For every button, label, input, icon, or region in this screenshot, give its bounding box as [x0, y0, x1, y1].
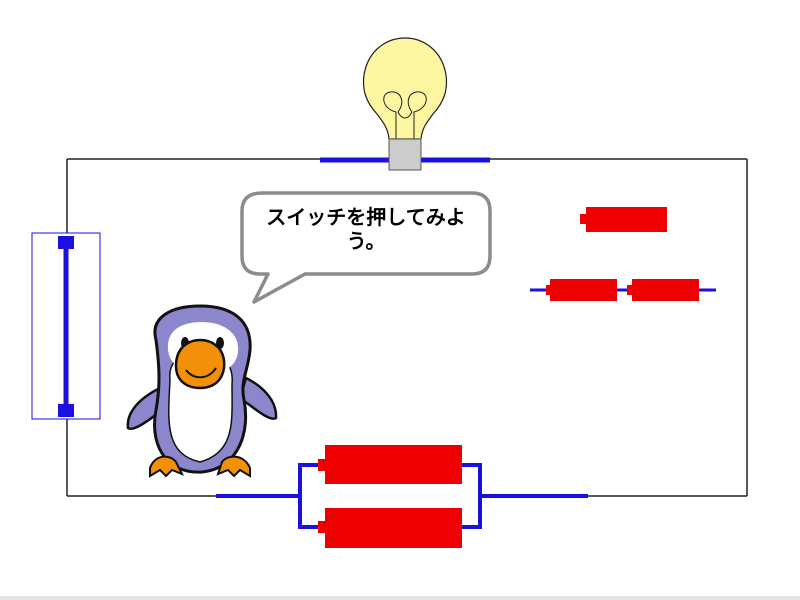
bottom-bar	[0, 596, 800, 600]
light-bulb[interactable]	[320, 37, 490, 171]
circuit-wire	[66, 158, 748, 497]
parallel-batteries	[216, 445, 588, 548]
battery-top[interactable]	[318, 445, 462, 484]
speech-bubble	[240, 191, 492, 304]
speech-text: スイッチを押してみよう。	[266, 205, 466, 253]
knife-switch[interactable]	[31, 232, 101, 420]
penguin-character	[126, 304, 278, 478]
battery-bottom[interactable]	[318, 508, 462, 548]
spare-battery[interactable]	[580, 207, 667, 232]
series-batteries[interactable]	[530, 279, 716, 301]
